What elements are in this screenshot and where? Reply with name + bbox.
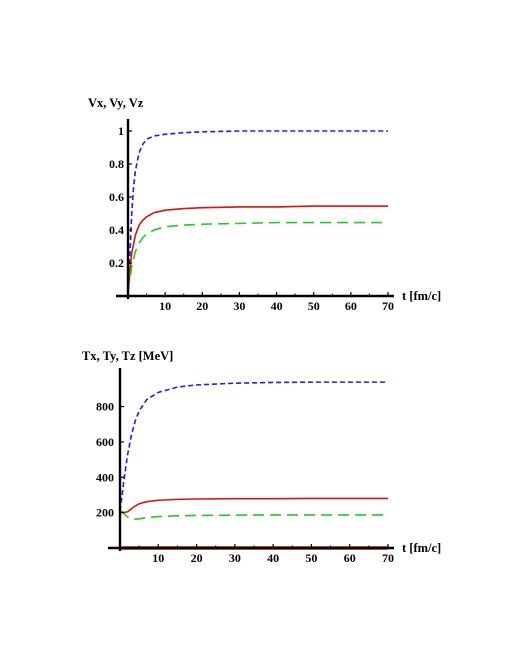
- x-tick-label: 70: [382, 551, 394, 565]
- x-tick-label: 30: [233, 299, 245, 313]
- x-tick-label: 50: [308, 299, 320, 313]
- x-tick-label: 10: [159, 299, 171, 313]
- x-tick-label: 70: [382, 299, 394, 313]
- x-axis-label: t [fm/c]: [402, 289, 441, 303]
- y-tick-label: 1: [118, 124, 124, 138]
- x-tick-label: 40: [267, 551, 279, 565]
- chart-1: 10 20 30 40 50 60 70 0.2 0.4 0.6 0.8 1 Vx, Vy, Vz t […: [88, 96, 441, 313]
- x-tick-label: 10: [152, 551, 164, 565]
- y-tick-label: 200: [96, 506, 114, 520]
- x-tick-label: 30: [229, 551, 241, 565]
- y-axis-label: Tx, Ty, Tz [MeV]: [82, 349, 173, 363]
- y-tick-label: 0.6: [109, 190, 124, 204]
- series-line-3: [119, 510, 388, 520]
- y-tick-label: 0.2: [109, 256, 124, 270]
- x-tick-label: 50: [305, 551, 317, 565]
- y-tick-label: 0.4: [109, 223, 124, 237]
- y-tick-label: 600: [96, 435, 114, 449]
- x-axis-label: t [fm/c]: [402, 541, 441, 555]
- x-tick-label: 20: [196, 299, 208, 313]
- y-tick-label: 800: [96, 400, 114, 414]
- x-tick-label: 20: [191, 551, 203, 565]
- series-line-2: [119, 497, 388, 514]
- x-tick-label: 60: [345, 299, 357, 313]
- series-line-2: [127, 205, 388, 297]
- y-axis-label: Vx, Vy, Vz: [88, 96, 144, 110]
- chart-2: 10 20 30 40 50 60 70 200 400 600 800 Tx, Ty, Tz [Me…: [82, 349, 441, 565]
- x-tick-label: 60: [344, 551, 356, 565]
- series-line-3: [127, 221, 388, 293]
- y-tick-label: 400: [96, 470, 114, 484]
- y-tick-label: 0.8: [109, 157, 124, 171]
- series-line-1: [127, 130, 388, 297]
- x-tick-label: 40: [271, 299, 283, 313]
- series-line-1: [119, 381, 388, 511]
